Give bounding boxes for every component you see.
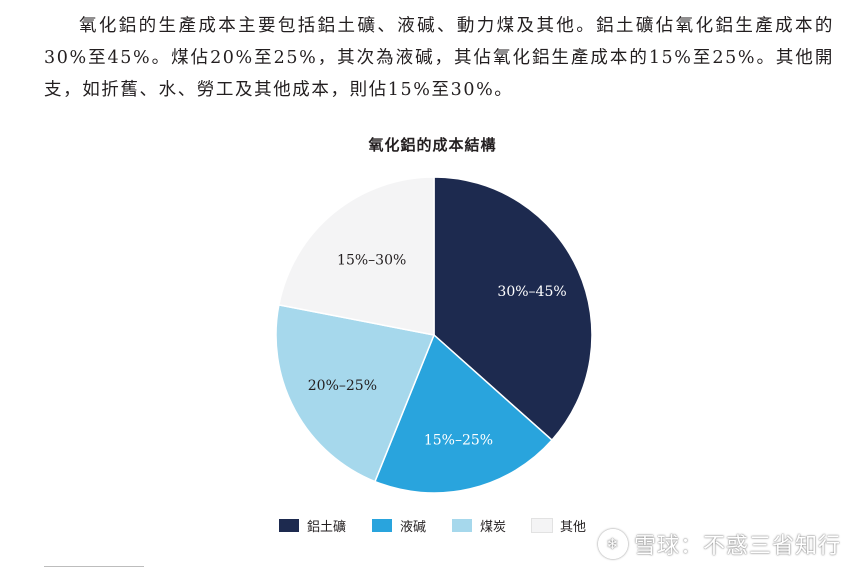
legend-label-caustic-soda: 液碱 bbox=[399, 520, 426, 535]
pie-slice-other bbox=[278, 176, 435, 336]
legend-swatch-coal bbox=[452, 519, 472, 532]
snowball-icon: ❄ bbox=[597, 529, 628, 559]
pie-label-caustic-soda: 15%–25% bbox=[424, 433, 493, 449]
legend-label-bauxite: 鋁土礦 bbox=[306, 520, 346, 535]
pie-label-coal: 20%–25% bbox=[308, 378, 377, 394]
pie-label-bauxite: 30%–45% bbox=[497, 284, 566, 300]
pie-slice-caustic-soda bbox=[373, 333, 554, 494]
legend-swatch-bauxite bbox=[278, 519, 299, 532]
pie-label-other: 15%–30% bbox=[337, 252, 406, 268]
watermark: ❄ 雪球：不惑三省知行 bbox=[597, 528, 841, 560]
pie-slice-coal bbox=[275, 304, 436, 483]
legend-item-other: 其他 bbox=[531, 516, 587, 535]
pie-slice-bauxite bbox=[433, 176, 593, 442]
chart-title: 氧化鋁的成本結構 bbox=[368, 136, 497, 154]
footnote-divider bbox=[44, 566, 144, 567]
legend-item-bauxite: 鋁土礦 bbox=[278, 516, 346, 535]
legend-label-coal: 煤炭 bbox=[480, 520, 507, 535]
legend-swatch-other bbox=[531, 518, 554, 533]
chart-legend: 鋁土礦 液碱 煤炭 其他 bbox=[0, 516, 865, 535]
watermark-text: 雪球：不惑三省知行 bbox=[633, 534, 841, 559]
body-paragraph: 氧化鋁的生產成本主要包括鋁土礦、液碱、動力煤及其他。鋁土礦佔氧化鋁生產成本的30… bbox=[44, 16, 834, 100]
legend-label-other: 其他 bbox=[560, 520, 587, 535]
legend-swatch-caustic-soda bbox=[371, 519, 392, 532]
legend-item-coal: 煤炭 bbox=[452, 516, 506, 535]
legend-item-caustic-soda: 液碱 bbox=[371, 516, 426, 535]
